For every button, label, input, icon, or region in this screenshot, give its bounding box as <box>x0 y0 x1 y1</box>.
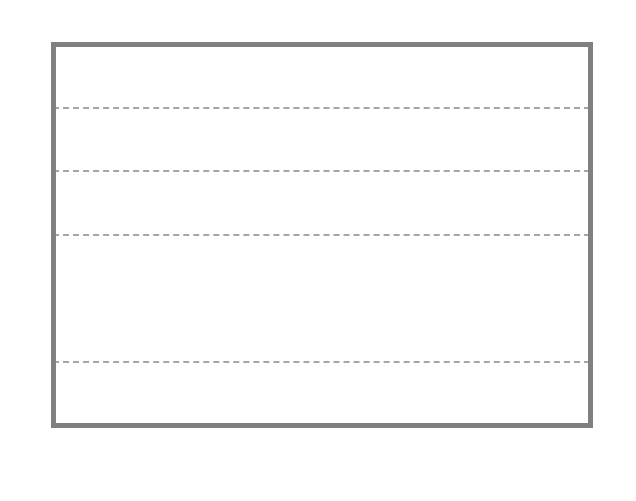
h-gridline <box>53 170 590 173</box>
h-gridline <box>53 106 590 109</box>
h-gridline <box>53 234 590 236</box>
plot-frame <box>51 42 593 428</box>
h-gridline <box>53 361 590 364</box>
